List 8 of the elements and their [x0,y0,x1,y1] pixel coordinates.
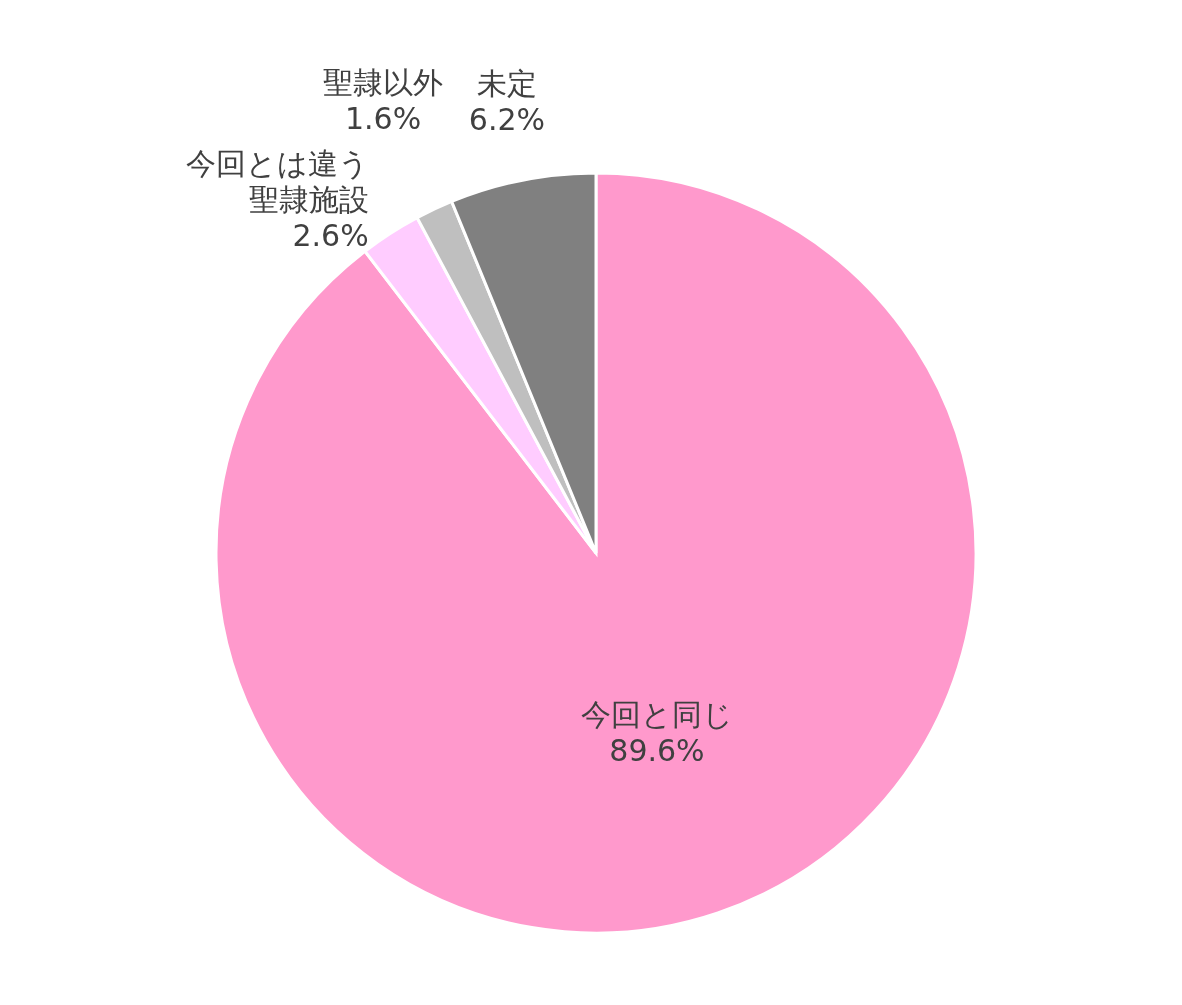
data-label: 1.6% [345,101,422,137]
slice-label: 未定 [476,66,537,102]
data-label: 2.6% [292,218,369,254]
data-label: 6.2% [468,102,546,138]
data-label: 89.6% [609,733,705,769]
slice-label: 今回とは違う聖隷施設 [185,146,369,218]
slice-label: 聖隷以外 [323,65,444,101]
slice-label: 今回と同じ [580,697,733,733]
